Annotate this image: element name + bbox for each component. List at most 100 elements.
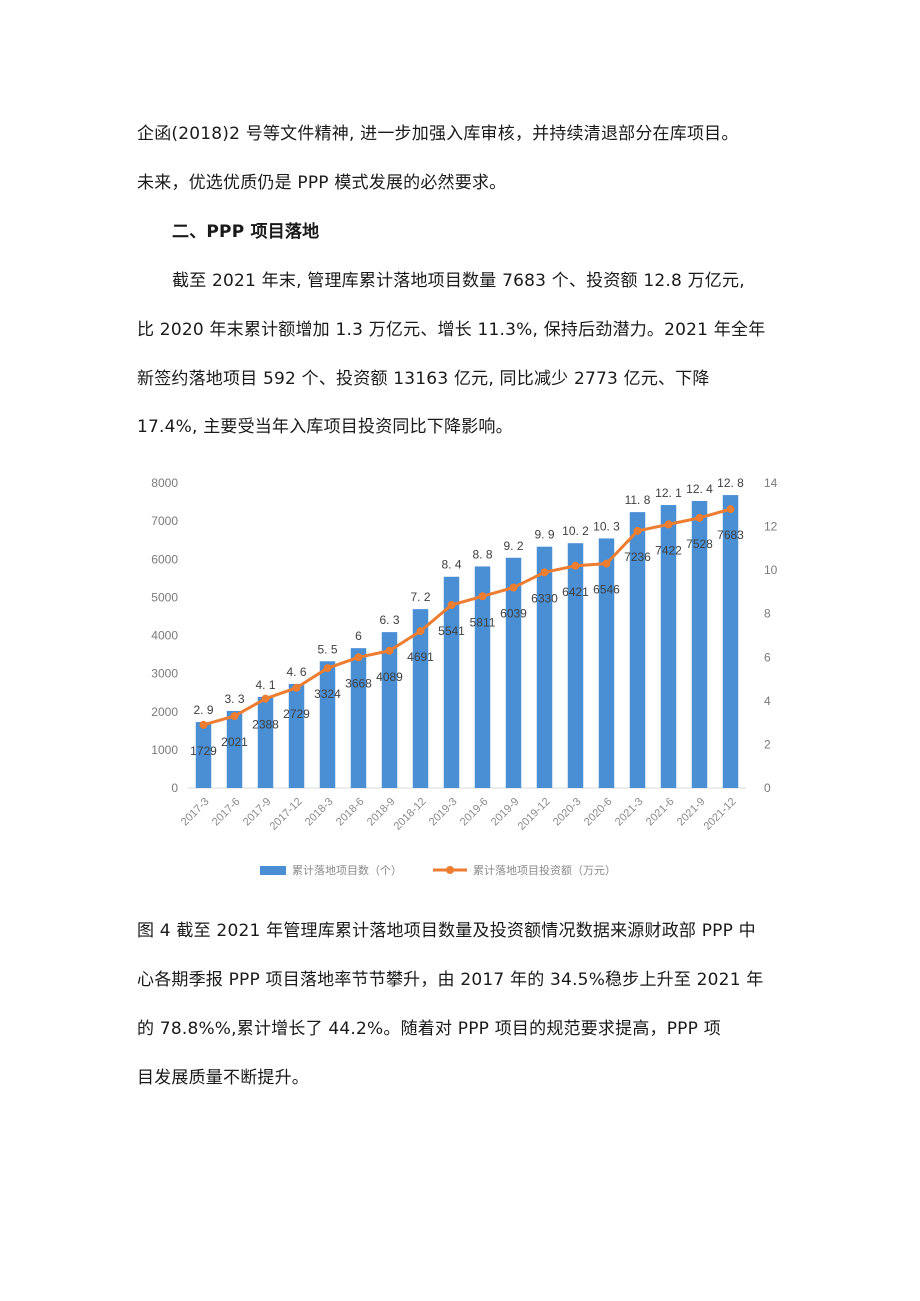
line-marker xyxy=(509,583,518,592)
line-marker xyxy=(323,664,332,673)
y-left-tick: 0 xyxy=(171,781,178,795)
x-tick-label: 2020-3 xyxy=(551,796,584,829)
line-marker xyxy=(633,526,642,535)
line-value-label: 6. 3 xyxy=(379,613,399,627)
paragraph-line: 未来，优选优质仍是 PPP 模式发展的必然要求。 xyxy=(137,173,507,193)
paragraph-line: 的 78.8%%,累计增长了 44.2%。随着对 PPP 项目的规范要求提高，P… xyxy=(137,1019,721,1039)
line-value-label: 12. 8 xyxy=(717,476,744,490)
bar xyxy=(350,648,367,788)
bar xyxy=(660,505,677,788)
line-marker xyxy=(199,720,208,729)
legend-line-label: 累计落地项目投资额（万元） xyxy=(473,863,616,877)
chart-canvas: 0 1000 2000 3000 4000 5000 6000 7000 8000 0 2 4 6 8 10… xyxy=(151,476,778,877)
bar-value-label: 1729 xyxy=(190,744,217,758)
bar-value-label: 4089 xyxy=(376,670,403,684)
bar xyxy=(195,722,212,788)
x-tick-label: 2017-12 xyxy=(268,796,305,833)
line-marker xyxy=(571,561,580,570)
line-value-label: 5. 5 xyxy=(317,642,337,656)
x-tick-label: 2018-3 xyxy=(303,796,336,829)
x-tick-label: 2019-12 xyxy=(516,796,553,833)
figure-caption-line: 图 4 截至 2021 年管理库累计落地项目数量及投资额情况数据来源财政部 PP… xyxy=(137,921,756,941)
legend-line-marker xyxy=(446,866,454,874)
y-left-tick: 6000 xyxy=(151,552,178,566)
line-marker xyxy=(416,627,425,636)
bar xyxy=(381,632,398,788)
bar-value-label: 7683 xyxy=(717,528,744,542)
line-value-label: 4. 6 xyxy=(286,665,306,679)
bar-value-label: 6330 xyxy=(531,591,558,605)
bar-value-label: 5811 xyxy=(470,615,496,629)
y-right-tick: 14 xyxy=(764,476,778,490)
line-marker xyxy=(261,694,270,703)
bar xyxy=(598,538,615,788)
bar xyxy=(226,710,243,788)
bar-value-label: 3668 xyxy=(345,676,372,690)
bar xyxy=(412,609,429,788)
x-tick-label: 2021-3 xyxy=(613,796,646,829)
line-value-label: 4. 1 xyxy=(255,678,275,692)
bar xyxy=(536,546,553,788)
line-value-label: 12. 4 xyxy=(686,482,713,496)
y-right-tick: 10 xyxy=(764,563,778,577)
bar xyxy=(691,500,708,788)
line-value-label: 6 xyxy=(355,629,362,643)
x-tick-label: 2020-6 xyxy=(582,796,615,829)
x-tick-label: 2019-6 xyxy=(458,796,491,829)
line-marker xyxy=(726,505,735,514)
y-right-tick: 2 xyxy=(764,737,771,751)
line-marker xyxy=(447,601,456,609)
line-marker xyxy=(385,646,394,655)
line-value-label: 11. 8 xyxy=(625,493,651,507)
line-value-label: 2. 9 xyxy=(193,703,213,717)
y-left-tick: 5000 xyxy=(151,590,178,604)
line-marker xyxy=(230,712,239,721)
y-left-tick: 3000 xyxy=(151,667,178,681)
y-left-tick: 7000 xyxy=(151,514,178,528)
bar xyxy=(505,557,522,788)
bar-value-label: 2729 xyxy=(283,707,310,721)
line-value-label: 9. 2 xyxy=(503,539,523,553)
y-right-tick: 6 xyxy=(764,650,771,664)
line-value-label: 8. 4 xyxy=(441,558,461,572)
bar-value-label: 7528 xyxy=(686,537,713,551)
bar-value-label: 6546 xyxy=(593,583,620,597)
investment-line xyxy=(203,507,731,727)
bar xyxy=(474,566,491,788)
line-value-label: 10. 2 xyxy=(562,524,589,538)
bar xyxy=(567,543,584,788)
combo-chart: 0 1000 2000 3000 4000 5000 6000 7000 8000 0 2 4 6 8 10… xyxy=(140,468,800,888)
y-left-tick: 4000 xyxy=(151,629,178,643)
y-left-tick: 8000 xyxy=(151,476,178,490)
bar-value-label: 6421 xyxy=(562,585,589,599)
line-value-label: 10. 3 xyxy=(593,519,620,533)
x-tick-label: 2017-6 xyxy=(210,796,243,829)
line-value-label: 12. 1 xyxy=(655,486,682,500)
bar xyxy=(257,696,274,788)
bar-value-label: 7236 xyxy=(624,550,651,564)
section-heading: 二、PPP 项目落地 xyxy=(172,222,320,242)
y-left-tick: 1000 xyxy=(151,743,178,757)
line-value-label: 9. 9 xyxy=(534,528,554,542)
line-value-label: 7. 2 xyxy=(410,590,430,604)
bar-value-label: 2021 xyxy=(221,735,248,749)
y-left-tick: 2000 xyxy=(151,705,178,719)
x-tick-label: 2017-3 xyxy=(179,796,212,829)
bar-value-label: 3324 xyxy=(314,687,341,701)
bar xyxy=(722,495,739,788)
y-right-tick: 12 xyxy=(764,520,778,534)
line-marker xyxy=(695,513,704,522)
paragraph-line: 心各期季报 PPP 项目落地率节节攀升，由 2017 年的 34.5%稳步上升至… xyxy=(137,970,764,990)
line-marker xyxy=(292,683,301,692)
line-value-label: 8. 8 xyxy=(472,547,492,561)
paragraph-line: 目发展质量不断提升。 xyxy=(137,1068,309,1088)
y-right-tick: 8 xyxy=(764,607,771,621)
bar-value-label: 2388 xyxy=(252,718,279,732)
paragraph-line: 新签约落地项目 592 个、投资额 13163 亿元, 同比减少 2773 亿元… xyxy=(137,369,710,389)
x-tick-label: 2021-6 xyxy=(644,796,677,829)
line-marker xyxy=(664,520,673,529)
x-tick-label: 2019-3 xyxy=(427,796,460,829)
y-right-tick: 4 xyxy=(764,694,771,708)
bar xyxy=(443,576,460,788)
x-tick-label: 2018-6 xyxy=(334,796,367,829)
